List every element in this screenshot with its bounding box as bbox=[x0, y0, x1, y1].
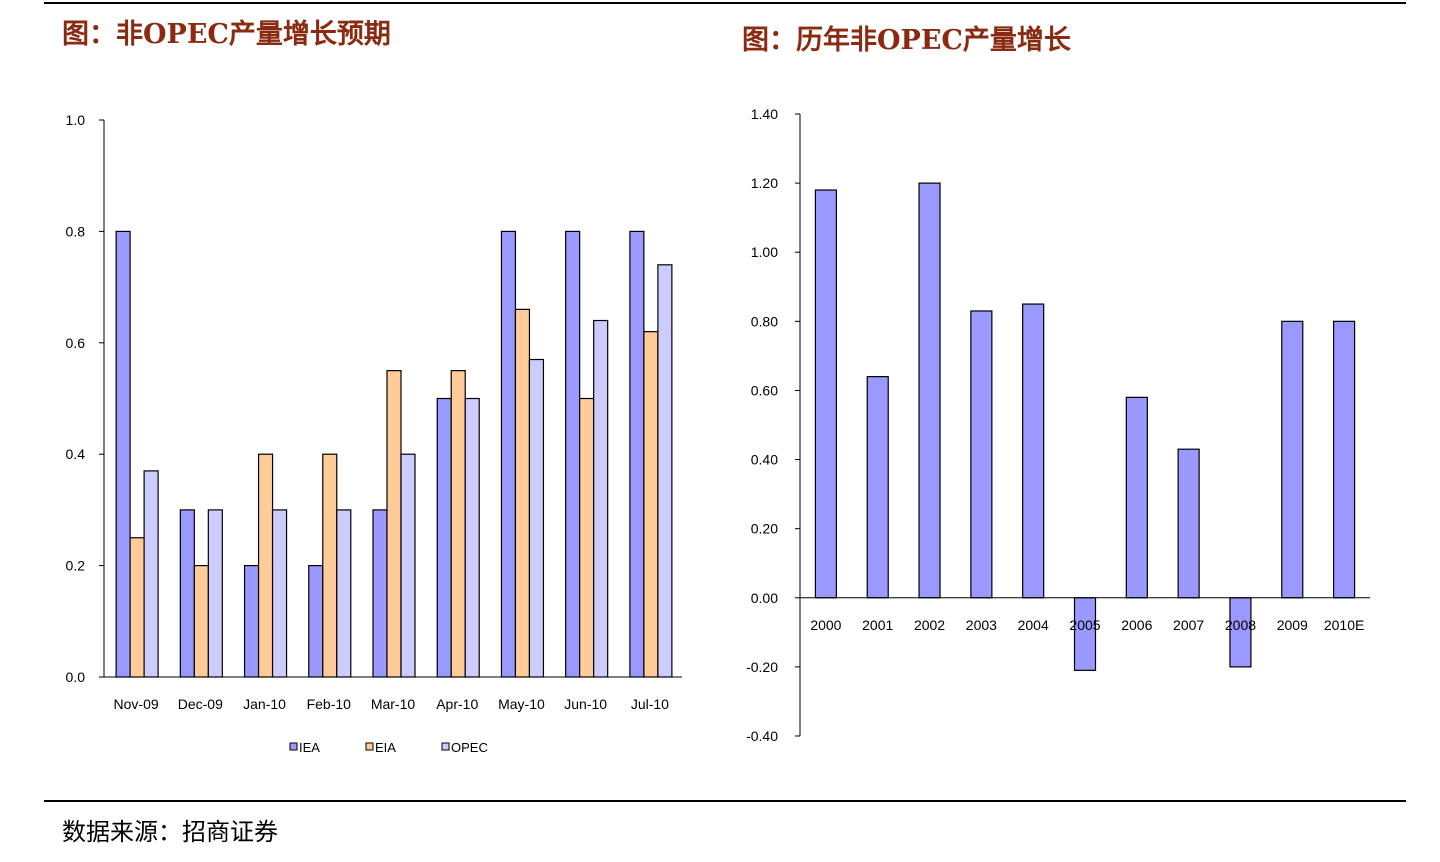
x-tick-label: 2004 bbox=[1018, 617, 1049, 633]
y-tick-label: 1.20 bbox=[751, 175, 778, 191]
y-tick-label: 0.4 bbox=[66, 446, 86, 462]
bar-opec bbox=[336, 509, 352, 678]
bar-opec bbox=[207, 509, 223, 678]
bar-2010e bbox=[1332, 320, 1356, 599]
bar-opec bbox=[657, 264, 673, 678]
bar-opec bbox=[464, 397, 480, 678]
x-tick-label: 2000 bbox=[810, 617, 841, 633]
annual-growth-bar-chart: -0.40 -0.20 0.00 0.20 0.40 0.60 0.80 1.00 1.20 1.… bbox=[746, 106, 1370, 744]
x-tick-label: Jul-10 bbox=[631, 696, 669, 712]
x-tick-label: 2006 bbox=[1121, 617, 1152, 633]
bar-2007 bbox=[1177, 448, 1200, 599]
y-tick-label: 0.80 bbox=[751, 313, 778, 329]
bar-opec bbox=[143, 470, 159, 678]
legend-swatch-eia bbox=[365, 742, 374, 751]
x-tick-label: Feb-10 bbox=[307, 696, 352, 712]
x-tick-label: 2008 bbox=[1225, 617, 1256, 633]
x-tick-label: Jun-10 bbox=[564, 696, 607, 712]
top-rule bbox=[44, 2, 1406, 4]
left-chart-title: 图：非OPEC产量增长预期 bbox=[62, 19, 391, 50]
bar-2003 bbox=[970, 310, 993, 599]
x-tick-label: 2007 bbox=[1173, 617, 1204, 633]
bar-2002 bbox=[918, 182, 941, 599]
y-tick-label: 0.0 bbox=[66, 669, 86, 685]
x-tick-label: 2003 bbox=[966, 617, 997, 633]
bar-2006 bbox=[1125, 396, 1148, 599]
y-tick-label: 1.00 bbox=[751, 244, 778, 260]
bar-opec bbox=[271, 509, 288, 678]
legend-label-iea: IEA bbox=[299, 740, 320, 755]
x-tick-label: 2009 bbox=[1277, 617, 1308, 633]
bar-opec bbox=[400, 453, 416, 678]
y-tick-label: 0.6 bbox=[66, 335, 86, 351]
right-chart-title: 图：历年非OPEC产量增长 bbox=[742, 25, 1071, 56]
x-tick-label: 2005 bbox=[1069, 617, 1100, 633]
bar-2009 bbox=[1281, 320, 1304, 599]
x-tick-label: Nov-09 bbox=[114, 696, 159, 712]
y-tick-label: -0.40 bbox=[746, 728, 778, 744]
y-tick-label: 0.00 bbox=[751, 590, 778, 606]
forecast-bar-chart: 0.0 0.2 0.4 0.6 0.8 1.0 Nov-09 Dec-09 Jan-10 Feb-… bbox=[66, 112, 682, 755]
bar-opec bbox=[593, 319, 609, 678]
bar-2005 bbox=[1073, 597, 1097, 671]
y-tick-label: 0.40 bbox=[751, 452, 778, 468]
y-tick-label: 0.8 bbox=[66, 223, 86, 239]
x-tick-label: 2002 bbox=[914, 617, 945, 633]
bottom-rule bbox=[44, 800, 1406, 802]
x-tick-label: 2001 bbox=[862, 617, 893, 633]
bar-opec bbox=[528, 358, 545, 678]
y-tick-label: 0.60 bbox=[751, 382, 778, 398]
x-tick-label: May-10 bbox=[498, 696, 545, 712]
legend-swatch-iea bbox=[289, 742, 298, 751]
y-tick-label: 1.0 bbox=[66, 112, 86, 128]
x-tick-label: 2010E bbox=[1324, 617, 1364, 633]
legend-swatch-opec bbox=[441, 742, 450, 751]
x-tick-label: Mar-10 bbox=[371, 696, 416, 712]
bar-2001 bbox=[866, 376, 889, 599]
legend-label-opec: OPEC bbox=[451, 740, 488, 755]
legend-label-eia: EIA bbox=[375, 740, 396, 755]
x-tick-label: Apr-10 bbox=[436, 696, 478, 712]
y-tick-label: -0.20 bbox=[746, 659, 778, 675]
bar-2000 bbox=[814, 189, 838, 599]
y-tick-label: 1.40 bbox=[751, 106, 778, 122]
x-tick-label: Dec-09 bbox=[178, 696, 223, 712]
bar-2004 bbox=[1022, 303, 1045, 599]
bar-iea bbox=[115, 230, 131, 678]
y-tick-label: 0.2 bbox=[66, 558, 86, 574]
x-tick-label: Jan-10 bbox=[243, 696, 286, 712]
y-tick-label: 0.20 bbox=[751, 521, 778, 537]
source-note: 数据来源：招商证券 bbox=[62, 818, 278, 846]
